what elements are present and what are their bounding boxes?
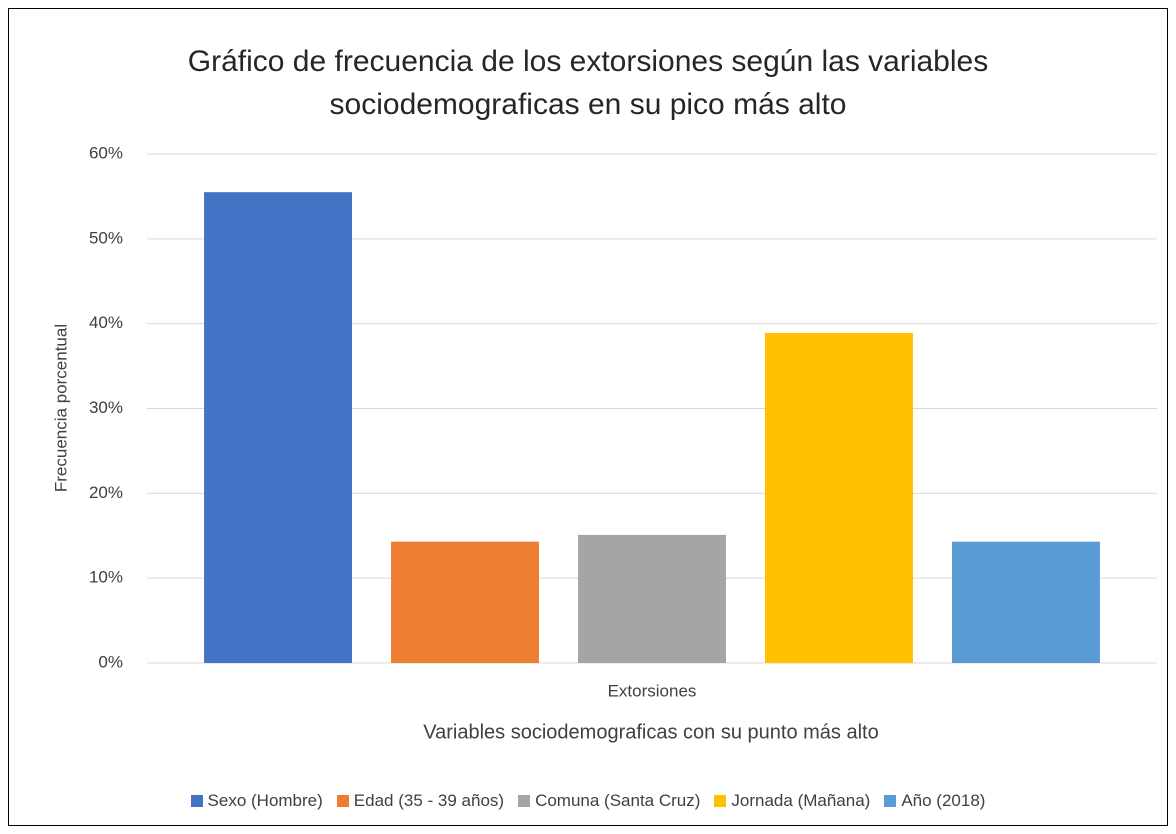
legend-item: Comuna (Santa Cruz) (518, 791, 700, 811)
legend-swatch (884, 795, 897, 807)
legend-label: Jornada (Mañana) (731, 791, 871, 810)
legend-label: Año (2018) (901, 791, 986, 810)
bar (578, 534, 726, 663)
legend-label: Edad (35 - 39 años) (353, 791, 505, 810)
x-axis-title: Variables sociodemograficas con su punto… (423, 721, 878, 743)
y-tick-label: 20% (89, 483, 123, 502)
legend-swatch (518, 795, 531, 807)
bar (204, 192, 352, 664)
legend-swatch (190, 795, 203, 807)
chart-border (8, 8, 1168, 826)
bar (952, 541, 1100, 663)
y-axis-title: Frecuencia porcentual (51, 324, 70, 492)
legend-item: Sexo (Hombre) (190, 791, 323, 811)
legend-swatch (336, 795, 349, 807)
legend: Sexo (Hombre) Edad (35 - 39 años) Comuna (… (0, 791, 1176, 811)
bar (765, 332, 913, 663)
y-tick-label: 60% (89, 143, 123, 162)
legend-item: Edad (35 - 39 años) (336, 791, 505, 811)
bar (391, 541, 539, 663)
y-tick-label: 0% (98, 652, 123, 671)
legend-swatch (714, 795, 727, 807)
y-tick-label: 10% (89, 568, 123, 587)
legend-item: Jornada (Mañana) (714, 791, 870, 811)
legend-item: Año (2018) (884, 791, 985, 811)
x-tick-label: Extorsiones (608, 681, 697, 700)
chart-title: Gráfico de frecuencia de los extorsiones… (187, 45, 989, 121)
y-tick-label: 40% (89, 313, 123, 332)
y-tick-label: 30% (89, 398, 123, 417)
legend-label: Sexo (Hombre) (207, 791, 323, 810)
legend-label: Comuna (Santa Cruz) (535, 791, 701, 810)
y-tick-label: 50% (89, 228, 123, 247)
